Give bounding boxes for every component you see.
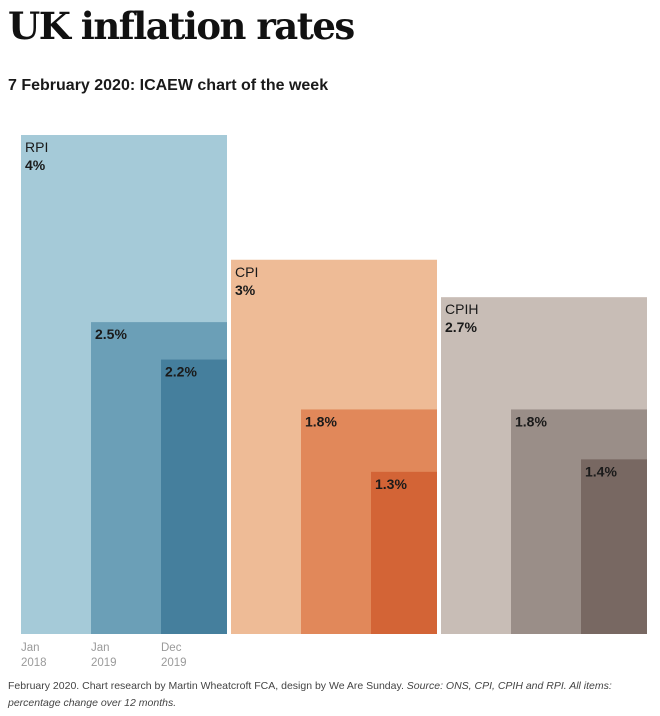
series-cpi: [231, 259, 437, 634]
data-label-cpih-1: 2.7%: [445, 319, 477, 335]
data-label-cpi-1: 3%: [235, 282, 256, 298]
x-tick-year-1: 2018: [21, 657, 47, 669]
bar-cpih-3: [581, 459, 647, 634]
x-tick-month-2: Jan: [91, 642, 110, 654]
footnote-source: Source: ONS, CPI, CPIH and RPI. All item…: [8, 680, 612, 709]
chart-subtitle: 7 February 2020: ICAEW chart of the week: [8, 77, 329, 94]
data-label-cpih-3: 1.4%: [585, 463, 617, 479]
inflation-chart: RPI 4% 2.5% 2.2% CPI 3% 1.8% 1.3% CPIH 2.7% 1.8% 1.…: [21, 135, 647, 669]
series-rpi: [21, 135, 227, 634]
data-label-rpi-1: 4%: [25, 157, 46, 173]
data-label-rpi-2: 2.5%: [95, 326, 127, 342]
data-label-cpi-2: 1.8%: [305, 413, 337, 429]
series-name-cpi: CPI: [235, 264, 258, 280]
x-tick-month-1: Jan: [21, 642, 40, 654]
chart-title: UK inflation rates: [8, 4, 355, 48]
x-tick-month-3: Dec: [161, 642, 182, 654]
footnote-credit: February 2020. Chart research by Martin …: [8, 680, 404, 692]
data-label-cpi-3: 1.3%: [375, 476, 407, 492]
x-tick-year-3: 2019: [161, 657, 187, 669]
data-label-rpi-3: 2.2%: [165, 364, 197, 380]
series-name-cpih: CPIH: [445, 301, 478, 317]
x-tick-year-2: 2019: [91, 657, 117, 669]
bar-cpi-3: [371, 471, 437, 634]
footnote: February 2020. Chart research by Martin …: [8, 678, 648, 712]
bar-rpi-3: [161, 359, 227, 634]
series-name-rpi: RPI: [25, 139, 48, 155]
series-cpih: [441, 297, 647, 634]
data-label-cpih-2: 1.8%: [515, 413, 547, 429]
